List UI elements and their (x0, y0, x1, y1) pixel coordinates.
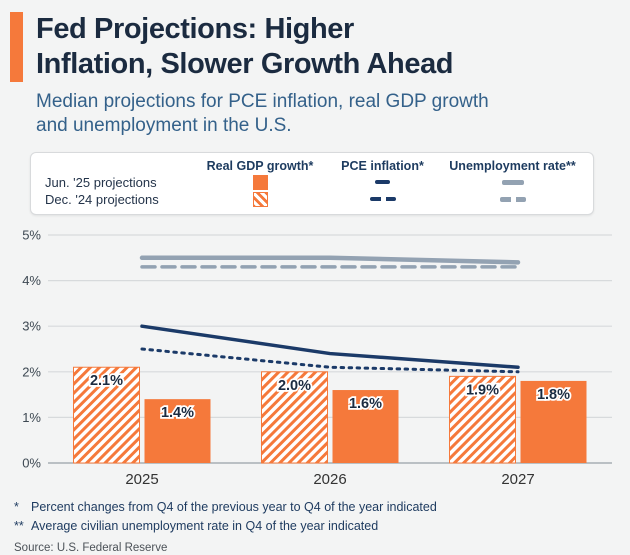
legend: Real GDP growth* PCE inflation* Unemploy… (30, 151, 594, 215)
svg-text:4%: 4% (22, 273, 41, 288)
footnotes: * Percent changes from Q4 of the previou… (14, 498, 620, 536)
subtitle-line-1: Median projections for PCE inflation, re… (36, 90, 489, 112)
svg-text:2.0%: 2.0% (278, 378, 311, 394)
subtitle-line-2: and unemployment in the U.S. (36, 115, 292, 137)
footnote-1-text: Percent changes from Q4 of the previous … (31, 499, 437, 514)
footnote-1: * Percent changes from Q4 of the previou… (14, 498, 620, 517)
title-line-2: Inflation, Slower Growth Ahead (36, 47, 454, 80)
chart-area: 0% 1% 2% 3% 4% 5% 2025 2026 2027 2.1% 2.0% 1.9% 1.4%… (12, 223, 620, 494)
source-attribution: Source: U.S. Federal Reserve (14, 542, 168, 555)
legend-row-jun25-label: Jun. '25 projections (45, 174, 157, 190)
legend-row-dec24-label: Dec. '24 projections (45, 191, 159, 207)
svg-text:1.6%: 1.6% (349, 396, 382, 412)
hatched-orange-square-icon (252, 191, 268, 207)
accent-bar (10, 12, 23, 82)
svg-text:2025: 2025 (125, 471, 158, 488)
svg-text:3%: 3% (22, 319, 41, 334)
svg-text:0%: 0% (22, 455, 41, 470)
svg-text:1.8%: 1.8% (537, 387, 570, 403)
legend-swatch-unemp-jun25 (440, 180, 585, 185)
title-line-1: Fed Projections: Higher (36, 13, 354, 45)
legend-swatch-pce-dec24 (325, 197, 440, 202)
combo-chart-svg: 0% 1% 2% 3% 4% 5% 2025 2026 2027 2.1% 2.0% 1.9% 1.4%… (22, 227, 612, 488)
footnote-1-marker: * (14, 499, 19, 514)
footnote-2-text: Average civilian unemployment rate in Q4… (31, 518, 379, 533)
legend-header-pce: PCE inflation* (341, 158, 424, 173)
legend-header-unemployment: Unemployment rate** (449, 158, 576, 173)
dashed-navy-line-icon (369, 197, 396, 202)
dashed-gray-line-icon (499, 197, 526, 202)
footnote-2: ** Average civilian unemployment rate in… (14, 517, 620, 536)
svg-text:2%: 2% (22, 364, 41, 379)
legend-header-gdp: Real GDP growth* (206, 158, 314, 173)
svg-text:2026: 2026 (313, 471, 346, 488)
legend-swatch-pce-jun25 (325, 180, 440, 185)
svg-text:1.4%: 1.4% (161, 405, 194, 421)
header: Fed Projections: Higher Inflation, Slowe… (10, 12, 620, 82)
solid-navy-line-icon (375, 180, 390, 185)
subtitle: Median projections for PCE inflation, re… (36, 90, 620, 139)
solid-orange-square-icon (252, 174, 268, 190)
svg-text:1%: 1% (22, 410, 41, 425)
svg-text:2.1%: 2.1% (90, 373, 123, 389)
legend-swatch-gdp-jun25 (195, 174, 325, 190)
svg-text:5%: 5% (22, 227, 41, 242)
legend-swatch-unemp-dec24 (440, 197, 585, 202)
legend-swatch-gdp-dec24 (195, 191, 325, 207)
page-title: Fed Projections: Higher Inflation, Slowe… (36, 12, 454, 82)
footnote-2-marker: ** (14, 518, 24, 533)
solid-gray-line-icon (501, 180, 524, 185)
svg-text:1.9%: 1.9% (466, 382, 499, 398)
svg-text:2027: 2027 (501, 471, 534, 488)
